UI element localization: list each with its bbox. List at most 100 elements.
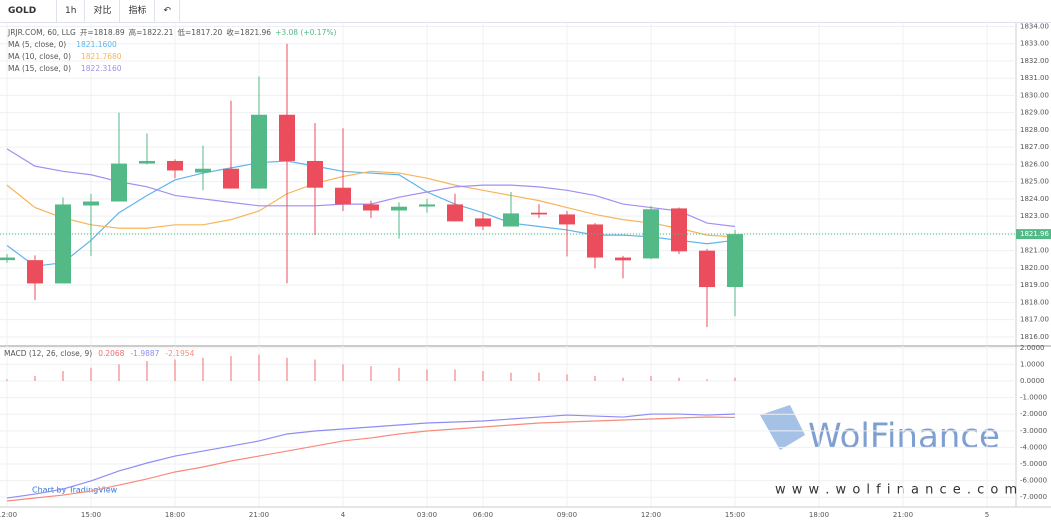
candle-body bbox=[251, 114, 267, 189]
y-tick-label: 1831.00 bbox=[1020, 74, 1049, 82]
x-tick-label: 5 bbox=[985, 511, 989, 519]
toolbar: GOLD 1h 对比 指标 ↶ bbox=[0, 0, 1051, 23]
candle-body bbox=[139, 160, 155, 164]
hist-value: 0.2068 bbox=[98, 349, 124, 358]
x-tick-label: 12:00 bbox=[0, 511, 17, 519]
legend-high: 高=1822.21 bbox=[129, 27, 174, 37]
candle-body bbox=[0, 257, 15, 261]
candle-body bbox=[363, 204, 379, 211]
y-tick-label: 1820.00 bbox=[1020, 264, 1049, 272]
ma-name: MA (5, close, 0) bbox=[8, 40, 66, 49]
x-tick-label: 21:00 bbox=[249, 511, 269, 519]
candle-body bbox=[167, 160, 183, 171]
ma-line bbox=[6, 160, 736, 267]
candle-body bbox=[279, 114, 295, 161]
ma-legend: MA (10, close, 0) 1821.7680 bbox=[8, 52, 122, 61]
ma-value: 1821.1600 bbox=[76, 40, 117, 49]
y-tick-label: 1828.00 bbox=[1020, 126, 1049, 134]
x-tick-label: 18:00 bbox=[165, 511, 185, 519]
candle-body bbox=[419, 204, 435, 207]
ma-legend: MA (5, close, 0) 1821.1600 bbox=[8, 40, 117, 49]
candle-body bbox=[615, 257, 631, 261]
y-tick-label: -2.0000 bbox=[1020, 410, 1047, 418]
candle-body bbox=[475, 218, 491, 227]
macd-legend: MACD (12, 26, close, 9) 0.2068 -1.9887 -2.1… bbox=[4, 349, 195, 358]
x-tick-label: 15:00 bbox=[725, 511, 745, 519]
y-tick-label: 1826.00 bbox=[1020, 160, 1049, 168]
y-tick-label: 1829.00 bbox=[1020, 109, 1049, 117]
legend-close: 收=1821.96 bbox=[226, 27, 271, 37]
ma-value: 1822.3160 bbox=[81, 64, 122, 73]
chart-bg bbox=[0, 23, 1016, 523]
y-tick-label: -5.0000 bbox=[1020, 460, 1047, 468]
y-tick-label: 0.0000 bbox=[1020, 377, 1045, 385]
y-tick-label: 1823.00 bbox=[1020, 212, 1049, 220]
last-price-box bbox=[1016, 229, 1051, 240]
candle-body bbox=[27, 260, 43, 284]
ma-line bbox=[6, 170, 736, 238]
y-tick-label: -3.0000 bbox=[1020, 427, 1047, 435]
candle-body bbox=[83, 201, 99, 206]
ohlc-legend: JRJR.COM, 60, LLG 开=1818.89 高=1822.21 低=181… bbox=[7, 27, 336, 37]
y-tick-label: 2.0000 bbox=[1020, 344, 1045, 352]
ma-name: MA (15, close, 0) bbox=[8, 64, 71, 73]
y-tick-label: 1816.00 bbox=[1020, 333, 1049, 341]
x-tick-label: 12:00 bbox=[641, 511, 661, 519]
undo[interactable]: ↶ bbox=[155, 0, 181, 22]
x-tick-label: 15:00 bbox=[81, 511, 101, 519]
macd-value: -1.9887 bbox=[130, 349, 159, 358]
legend-symbol: JRJR.COM, 60, LLG bbox=[7, 28, 76, 37]
ma-name: MA (10, close, 0) bbox=[8, 52, 71, 61]
watermark: WolFinance bbox=[808, 417, 1000, 457]
compare[interactable]: 对比 bbox=[85, 0, 121, 22]
x-tick-label: 06:00 bbox=[473, 511, 493, 519]
candle-body bbox=[447, 204, 463, 222]
y-tick-label: 1818.00 bbox=[1020, 298, 1049, 306]
ma-value: 1821.7680 bbox=[81, 52, 122, 61]
y-tick-label: -6.0000 bbox=[1020, 477, 1047, 485]
interval[interactable]: 1h bbox=[57, 0, 86, 22]
y-tick-label: 1827.00 bbox=[1020, 143, 1049, 151]
y-tick-label: 1.0000 bbox=[1020, 360, 1045, 368]
y-tick-label: 1824.00 bbox=[1020, 195, 1049, 203]
x-tick-label: 09:00 bbox=[557, 511, 577, 519]
candle-body bbox=[55, 204, 71, 284]
candle-body bbox=[195, 168, 211, 173]
tv-credit[interactable]: Chart by TradingView bbox=[32, 486, 118, 495]
x-tick-label: 21:00 bbox=[893, 511, 913, 519]
candle-body bbox=[307, 160, 323, 188]
candle-body bbox=[503, 213, 519, 227]
legend-change: +3.08 (+0.17%) bbox=[275, 28, 336, 37]
y-tick-label: 1832.00 bbox=[1020, 57, 1049, 65]
macd-line bbox=[6, 413, 736, 499]
y-tick-label: -4.0000 bbox=[1020, 443, 1047, 451]
candle-body bbox=[727, 234, 743, 288]
watermark-url: w w w . w o l f i n a n c e . c o m bbox=[775, 483, 1018, 498]
y-tick-label: 1833.00 bbox=[1020, 40, 1049, 48]
last-price-label: 1821.96 bbox=[1020, 230, 1049, 238]
candle-body bbox=[587, 224, 603, 258]
macd-value: -2.1954 bbox=[165, 349, 194, 358]
candle-body bbox=[531, 212, 547, 215]
candle-body bbox=[111, 163, 127, 202]
candle-body bbox=[699, 250, 715, 288]
legend-low: 低=1817.20 bbox=[177, 27, 222, 37]
macd-line bbox=[6, 416, 736, 502]
candle-body bbox=[559, 214, 575, 225]
indicators[interactable]: 指标 bbox=[120, 0, 156, 22]
y-tick-label: 1817.00 bbox=[1020, 316, 1049, 324]
y-tick-label: 1834.00 bbox=[1020, 22, 1049, 30]
y-tick-label: 1819.00 bbox=[1020, 281, 1049, 289]
legend-open: 开=1818.89 bbox=[80, 28, 125, 37]
x-tick-label: 03:00 bbox=[417, 511, 437, 519]
y-tick-label: 1821.00 bbox=[1020, 247, 1049, 255]
wolf-logo bbox=[760, 405, 805, 450]
candle-body bbox=[335, 187, 351, 205]
symbol[interactable]: GOLD bbox=[0, 0, 57, 22]
y-tick-label: -1.0000 bbox=[1020, 394, 1047, 402]
x-tick-label: 18:00 bbox=[809, 511, 829, 519]
candle-body bbox=[671, 208, 687, 252]
y-tick-label: 1825.00 bbox=[1020, 178, 1049, 186]
y-tick-label: 1830.00 bbox=[1020, 91, 1049, 99]
